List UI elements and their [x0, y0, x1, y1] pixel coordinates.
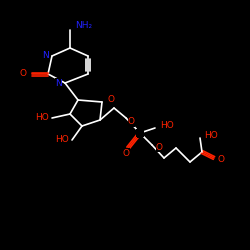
Text: O: O: [156, 142, 163, 152]
Text: O: O: [107, 94, 114, 104]
Text: HO: HO: [204, 132, 218, 140]
Text: O: O: [218, 156, 225, 164]
Text: O: O: [122, 148, 130, 158]
FancyBboxPatch shape: [136, 129, 144, 137]
Text: HO: HO: [35, 114, 49, 122]
Text: N: N: [55, 78, 62, 88]
Text: HO: HO: [55, 136, 69, 144]
Text: HO: HO: [160, 122, 174, 130]
Text: O: O: [128, 118, 135, 126]
Text: P: P: [137, 128, 143, 138]
Text: N: N: [42, 52, 49, 60]
Text: NH₂: NH₂: [75, 22, 92, 30]
Text: O: O: [20, 70, 27, 78]
